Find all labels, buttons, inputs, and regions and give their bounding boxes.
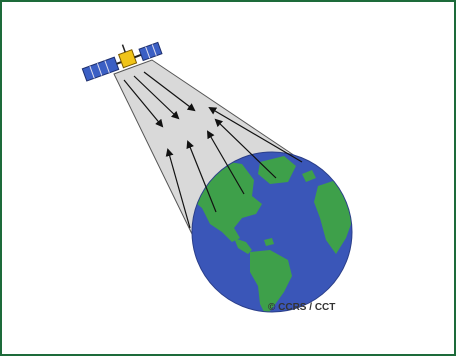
downward-arrows — [123, 71, 196, 128]
left-solar-panel — [81, 56, 120, 82]
down-arrow — [133, 75, 180, 120]
up-arrow — [165, 148, 191, 229]
up-arrow — [206, 130, 245, 195]
right-solar-panel — [138, 41, 163, 62]
down-arrow — [143, 71, 196, 112]
up-arrow — [186, 140, 217, 213]
satellite-body — [117, 49, 138, 69]
down-arrow — [123, 79, 164, 128]
upward-arrows — [165, 106, 303, 229]
up-arrow — [208, 106, 303, 163]
up-arrow — [214, 118, 277, 179]
earth-globe-icon — [191, 151, 353, 313]
satellite-icon — [81, 41, 163, 82]
copyright-credit: © CCRS / CCT — [268, 302, 336, 313]
